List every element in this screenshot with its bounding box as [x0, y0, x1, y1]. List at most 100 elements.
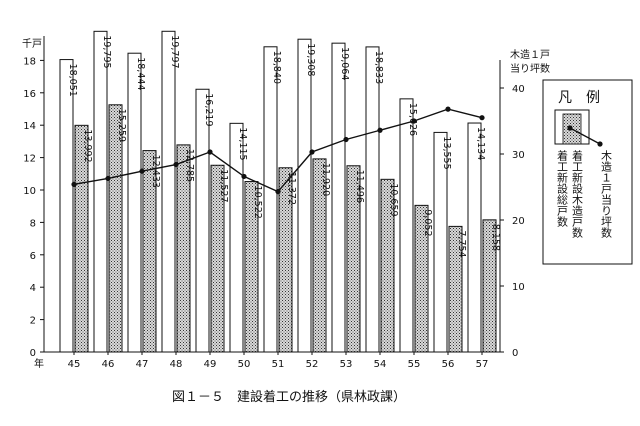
bar-wooden — [414, 204, 429, 353]
bar-wooden — [346, 165, 361, 353]
left-tick-label: 12 — [23, 154, 36, 165]
bar-total — [195, 88, 210, 353]
left-tick-label: 18 — [23, 56, 36, 67]
line-point — [241, 173, 247, 180]
y-right-unit-line2: 当り坪数 — [510, 62, 550, 75]
bar-total-label: 18,444 — [135, 57, 146, 90]
x-tick-label: 57 — [476, 359, 489, 370]
legend-entry-total: 着工新設総戸数 — [556, 149, 569, 228]
bar-wooden — [176, 144, 191, 353]
right-tick-label: 0 — [512, 348, 518, 359]
bar-wooden-label: 10,659 — [388, 183, 399, 216]
bar-total — [229, 122, 244, 353]
legend-swatch-marker-a — [567, 125, 573, 131]
bar-wooden-label: 11,372 — [286, 172, 297, 205]
x-tick-label: 53 — [340, 359, 353, 370]
bar-total — [93, 30, 108, 353]
line-point — [343, 136, 349, 143]
bar-wooden — [244, 181, 259, 353]
x-tick-labels: 45 46 47 48 49 50 51 52 53 54 55 56 57 — [68, 352, 489, 370]
bar-total-label: 14,134 — [475, 127, 486, 160]
line-point — [71, 181, 77, 187]
bar-total-label: 19,308 — [305, 43, 316, 76]
right-tick-label: 40 — [512, 84, 525, 95]
left-tick-label: 6 — [30, 251, 36, 262]
left-tick-label: 0 — [30, 348, 36, 359]
y-left-unit: 千戸 — [22, 38, 42, 50]
right-tick-label: 10 — [512, 282, 525, 293]
bar-wooden — [482, 219, 497, 353]
line-point — [479, 115, 485, 121]
bar-total-label: 18,840 — [271, 51, 282, 84]
bar-wooden-label: 15,259 — [116, 109, 127, 142]
bar-wooden-label: 12,433 — [150, 155, 161, 188]
bar-wooden-label: 11,920 — [320, 163, 331, 196]
x-tick-label: 56 — [442, 359, 455, 370]
x-tick-label: 55 — [408, 359, 421, 370]
bar-wooden-label: 7,754 — [456, 230, 467, 257]
bar-total — [433, 131, 448, 353]
x-axis-label: 年 — [34, 357, 44, 370]
bar-total — [331, 42, 346, 353]
left-tick-label: 2 — [30, 316, 36, 327]
bar-wooden — [278, 167, 293, 353]
bar-wooden — [142, 150, 157, 353]
bar-wooden-label: 11,496 — [354, 170, 365, 203]
legend: 凡 例 着工新設総戸数 着工新設木造戸数 木造１戸当り坪数 — [542, 79, 633, 265]
bar-wooden-label: 12,785 — [184, 149, 195, 182]
bar-wooden — [312, 158, 327, 353]
bar-wooden-label: 8,158 — [490, 224, 501, 251]
bar-wooden-label: 11,527 — [218, 169, 229, 202]
left-tick-label: 4 — [30, 283, 36, 294]
left-tick-label: 16 — [23, 89, 36, 100]
x-tick-label: 50 — [238, 359, 251, 370]
bar-total-label: 13,555 — [441, 136, 452, 169]
y-right-unit-line1: 木造１戸 — [510, 48, 550, 61]
line-series — [71, 106, 485, 195]
line-point — [173, 161, 179, 168]
legend-entry-area: 木造１戸当り坪数 — [600, 150, 613, 239]
figure-caption: 図１－５ 建設着工の推移（県林政課） — [172, 389, 406, 405]
x-tick-label: 45 — [68, 359, 81, 370]
x-tick-label: 49 — [204, 359, 217, 370]
legend-entry-wooden: 着工新設木造戸数 — [571, 149, 584, 239]
left-tick-label: 8 — [30, 218, 36, 229]
line-point — [275, 189, 281, 195]
right-tick-label: 20 — [512, 216, 525, 227]
bar-wooden — [448, 225, 463, 353]
x-tick-label: 47 — [136, 359, 149, 370]
x-tick-label: 51 — [272, 359, 285, 370]
bar-wooden-label: 10,522 — [252, 186, 263, 219]
bar-total — [263, 46, 278, 353]
bar-total — [161, 30, 176, 353]
bar-total-label: 18,051 — [67, 64, 78, 97]
line-point — [377, 127, 383, 133]
bar-wooden-label: 13,992 — [82, 129, 93, 162]
bar-total — [59, 59, 74, 353]
legend-title: 凡 例 — [558, 90, 600, 106]
bar-total-label: 14,115 — [237, 127, 248, 160]
line-point — [207, 149, 213, 155]
bar-total-label: 19,797 — [169, 35, 180, 68]
bar-series — [59, 30, 497, 353]
line-point — [139, 168, 145, 174]
legend-swatch-marker-b — [597, 141, 603, 147]
bar-total — [365, 46, 380, 353]
left-tick-label: 14 — [23, 121, 36, 132]
bar-wooden — [108, 104, 123, 353]
right-tick-label: 30 — [512, 150, 525, 161]
bar-wooden — [380, 178, 395, 353]
left-tick-label: 10 — [23, 186, 36, 197]
legend-swatch-line — [569, 127, 601, 145]
bar-total-label: 19,795 — [101, 35, 112, 68]
line-point — [309, 149, 315, 155]
x-tick-label: 52 — [306, 359, 319, 370]
line-point — [105, 175, 111, 182]
bar-total — [127, 52, 142, 353]
bar-total — [399, 98, 414, 353]
bar-total — [467, 122, 482, 353]
left-tick-labels: 0 2 4 6 8 10 12 14 16 18 — [23, 56, 44, 359]
bar-wooden-label: 9,052 — [422, 209, 433, 236]
x-tick-label: 54 — [374, 359, 387, 370]
line-point — [445, 106, 451, 112]
